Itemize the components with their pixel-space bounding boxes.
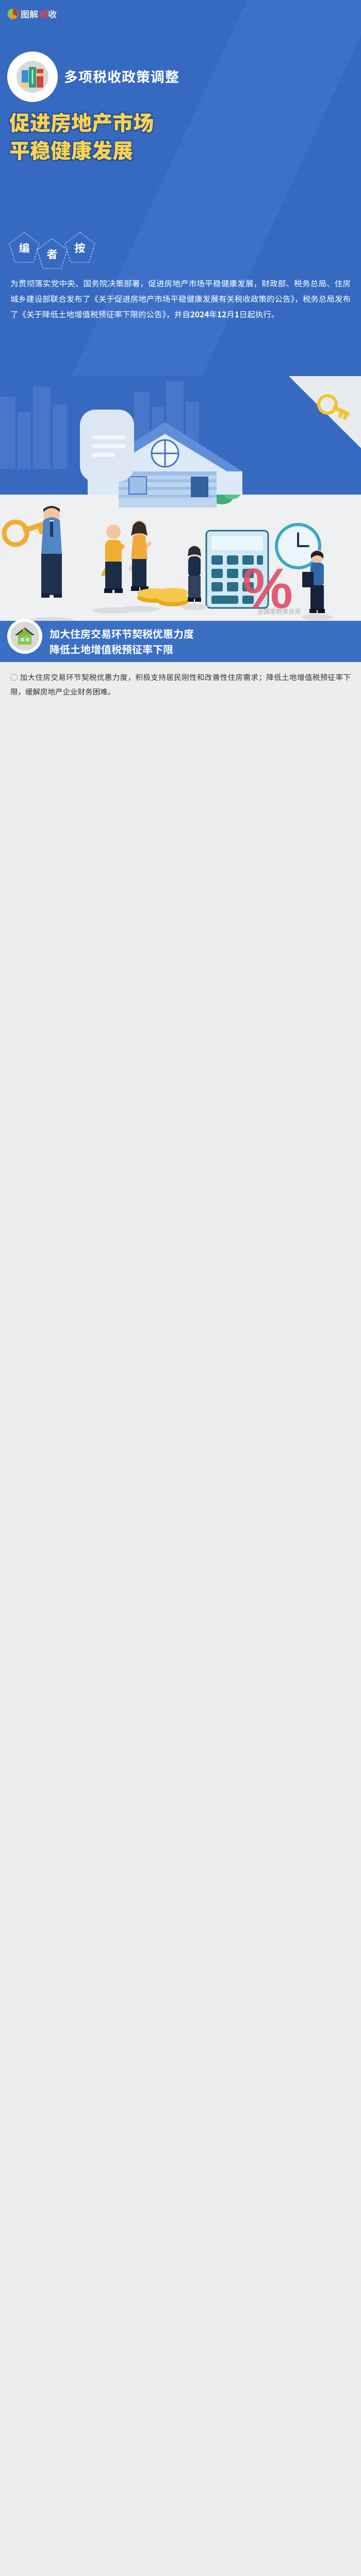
svg-text:编: 编 (19, 240, 30, 256)
svg-text:者: 者 (47, 246, 58, 262)
svg-text:按: 按 (75, 240, 86, 256)
